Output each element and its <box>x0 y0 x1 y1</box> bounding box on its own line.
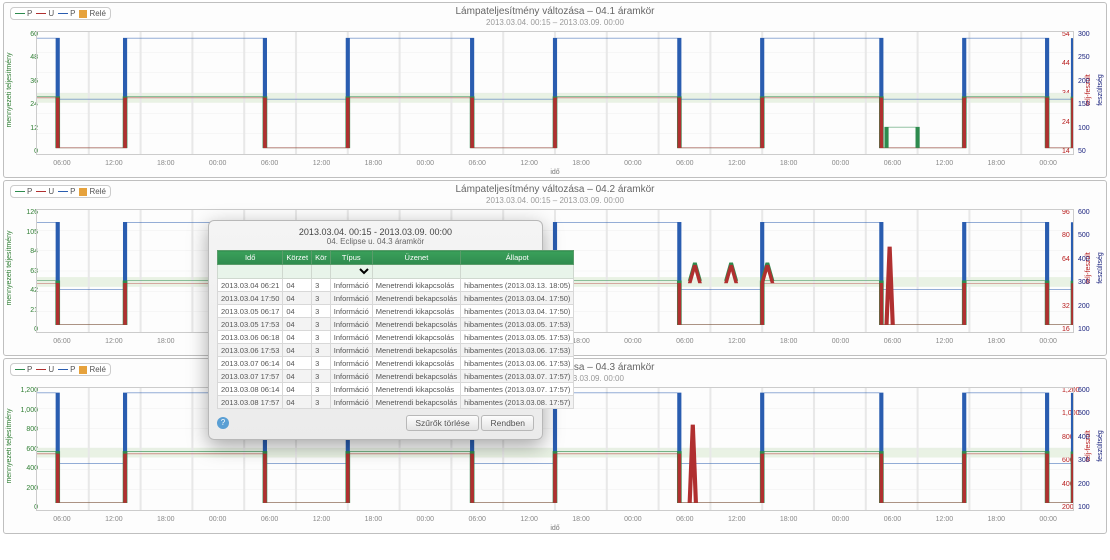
legend-p2: P <box>70 9 75 18</box>
table-row[interactable]: 2013.03.07 17:57043InformációMenetrendi … <box>218 370 574 383</box>
legend-p2: P <box>70 365 75 374</box>
col-header[interactable]: Állapot <box>461 251 574 265</box>
dialog-title: 2013.03.04. 00:15 - 2013.03.09. 00:00 <box>217 227 534 237</box>
col-header[interactable]: Kör <box>312 251 331 265</box>
legend-p: P <box>27 365 32 374</box>
table-row[interactable]: 2013.03.05 17:53043InformációMenetrendi … <box>218 318 574 331</box>
legend-p2: P <box>70 187 75 196</box>
events-table: IdőKörzetKörTípusÜzenetÁllapot 2013.03.0… <box>217 250 574 409</box>
filter-input[interactable] <box>461 266 573 277</box>
ok-button[interactable]: Rendben <box>481 415 534 431</box>
table-row[interactable]: 2013.03.04 17:50043InformációMenetrendi … <box>218 292 574 305</box>
dialog-subtitle: 04. Eclipse u. 04.3 áramkör <box>217 237 534 246</box>
legend: P U P Relé <box>10 363 111 376</box>
legend-p: P <box>27 9 32 18</box>
x-ticks: 06:0012:0018:0000:0006:0012:0018:0000:00… <box>36 516 1074 523</box>
table-row[interactable]: 2013.03.06 17:53043InformációMenetrendi … <box>218 344 574 357</box>
chart-subtitle: 2013.03.04. 00:15 – 2013.03.09. 00:00 <box>4 18 1106 27</box>
legend: P U P Relé <box>10 185 111 198</box>
y-axis-left-label: mennyezeti teljesítmény <box>6 408 13 483</box>
chart-title: Lámpateljesítmény változása – 04.1 áramk… <box>4 3 1106 18</box>
events-dialog: 2013.03.04. 00:15 - 2013.03.09. 00:00 04… <box>208 220 543 440</box>
filter-input[interactable] <box>373 266 460 277</box>
table-row[interactable]: 2013.03.07 06:14043InformációMenetrendi … <box>218 357 574 370</box>
legend-u: U <box>48 187 54 196</box>
table-row[interactable]: 2013.03.06 06:18043InformációMenetrendi … <box>218 331 574 344</box>
legend-u: U <box>48 365 54 374</box>
filter-input[interactable] <box>218 266 282 277</box>
filter-type[interactable] <box>331 265 372 278</box>
table-row[interactable]: 2013.03.05 06:17043InformációMenetrendi … <box>218 305 574 318</box>
legend-u: U <box>48 9 54 18</box>
col-header[interactable]: Típus <box>330 251 372 265</box>
chart-panel-1: P U P Relé Lámpateljesítmény változása –… <box>3 2 1107 178</box>
legend-rele: Relé <box>89 9 105 18</box>
col-header[interactable]: Idő <box>218 251 283 265</box>
legend-rele: Relé <box>89 187 105 196</box>
legend-rele: Relé <box>89 365 105 374</box>
help-icon[interactable]: ? <box>217 417 229 429</box>
x-axis-label: idő <box>4 169 1106 176</box>
chart-subtitle: 2013.03.04. 00:15 – 2013.03.09. 00:00 <box>4 196 1106 205</box>
chart-title: Lámpateljesítmény változása – 04.2 áramk… <box>4 181 1106 196</box>
table-row[interactable]: 2013.03.08 06:14043InformációMenetrendi … <box>218 383 574 396</box>
chart-plot[interactable] <box>36 31 1074 155</box>
legend: P U P Relé <box>10 7 111 20</box>
filter-input[interactable] <box>312 266 330 277</box>
table-row[interactable]: 2013.03.08 17:57043InformációMenetrendi … <box>218 396 574 409</box>
filter-input[interactable] <box>283 266 311 277</box>
table-row[interactable]: 2013.03.04 06:21043InformációMenetrendi … <box>218 279 574 292</box>
y-axis-left-label: mennyezeti teljesítmény <box>6 230 13 305</box>
legend-p: P <box>27 187 32 196</box>
x-ticks: 06:0012:0018:0000:0006:0012:0018:0000:00… <box>36 160 1074 167</box>
clear-filters-button[interactable]: Szűrők törlése <box>406 415 478 431</box>
x-axis-label: idő <box>4 525 1106 532</box>
y-axis-left-label: mennyezeti teljesítmény <box>6 52 13 127</box>
col-header[interactable]: Körzet <box>283 251 312 265</box>
col-header[interactable]: Üzenet <box>372 251 460 265</box>
